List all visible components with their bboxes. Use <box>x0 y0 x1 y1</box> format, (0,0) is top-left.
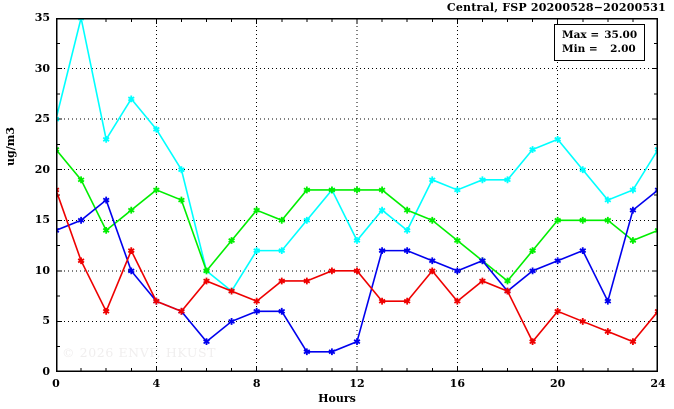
x-tick-label: 12 <box>349 377 365 390</box>
x-tick-label: 4 <box>152 377 161 390</box>
x-axis-label: Hours <box>318 392 356 405</box>
legend-min-row: Min = 2.00 <box>562 42 637 56</box>
legend-min-label: Min = <box>562 43 598 56</box>
legend-max-label: Max = <box>562 29 600 41</box>
x-tick-label: 0 <box>52 377 60 390</box>
series-cyan <box>56 18 658 295</box>
y-tick-label: 20 <box>34 162 50 176</box>
plot-area <box>56 18 658 372</box>
x-tick-label: 16 <box>449 377 465 390</box>
series-red <box>56 186 658 346</box>
y-tick-label: 10 <box>34 263 50 277</box>
y-tick-label: 5 <box>42 314 50 328</box>
y-tick-label: 25 <box>34 112 50 126</box>
x-tick-label: 8 <box>252 377 261 390</box>
legend-box: Max = 35.00 Min = 2.00 <box>554 24 646 62</box>
y-tick-label: 15 <box>34 213 50 227</box>
y-tick-label: 35 <box>34 11 50 24</box>
y-axis-label: ug/m3 <box>4 127 17 166</box>
page-title: Central, FSP 20200528−20200531 <box>446 1 666 14</box>
legend-min-value: 2.00 <box>610 43 636 56</box>
chart-plot-svg <box>56 18 658 372</box>
legend-max-row: Max = 35.00 <box>562 28 637 42</box>
x-tick-label: 20 <box>550 377 566 390</box>
watermark: © 2026 ENVF, HKUST <box>62 345 217 360</box>
y-tick-label: 0 <box>42 365 50 378</box>
x-tick-label: 24 <box>650 377 666 390</box>
legend-max-value: 35.00 <box>604 29 638 41</box>
y-tick-label: 30 <box>34 61 50 75</box>
